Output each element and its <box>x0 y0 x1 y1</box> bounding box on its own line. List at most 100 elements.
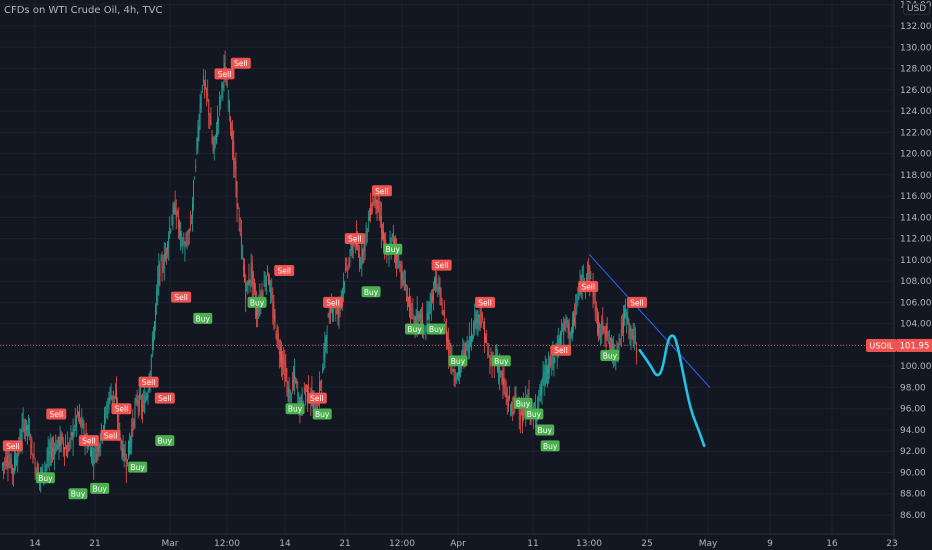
candle-body <box>105 411 107 413</box>
signal-label: Buy <box>71 490 86 499</box>
currency-label[interactable]: USD <box>903 3 931 15</box>
signal-label: Buy <box>250 298 265 307</box>
candle-body <box>175 208 177 220</box>
signal-box <box>171 291 192 303</box>
signal-label: Sell <box>375 187 389 196</box>
candle-body <box>74 419 76 421</box>
candle-body <box>369 213 370 221</box>
candle-body <box>113 396 115 397</box>
candle-body <box>257 309 259 316</box>
candle-body <box>284 361 286 381</box>
candle-body <box>201 85 203 90</box>
signal-label: Buy <box>451 357 466 366</box>
candle-body <box>221 83 223 88</box>
signal-label: Sell <box>104 431 118 440</box>
candle-body <box>407 296 408 298</box>
candle-body <box>404 279 406 290</box>
signal-box <box>491 355 511 367</box>
candle-body <box>24 428 26 431</box>
candle-body <box>528 392 530 395</box>
candle-body <box>96 447 98 450</box>
candle-body <box>360 261 362 266</box>
candle-body <box>252 270 254 289</box>
candle-body <box>374 198 376 203</box>
candle-body <box>434 278 435 285</box>
candle-body <box>543 372 545 387</box>
candle-body <box>561 332 562 335</box>
candle-body <box>440 290 442 299</box>
candle-body <box>271 292 273 299</box>
candle-body <box>485 335 486 343</box>
candle-body <box>237 204 239 209</box>
signal-label: Buy <box>93 484 108 493</box>
symbol-badge <box>866 338 897 352</box>
candle-body <box>93 460 95 465</box>
buy-signal: Buy <box>404 323 424 335</box>
candle-body <box>70 430 72 436</box>
candle-body <box>458 364 459 377</box>
candle-body <box>80 418 82 426</box>
candle-body <box>564 321 566 323</box>
candle-body <box>270 288 272 293</box>
candle-body <box>162 266 164 271</box>
candle-body <box>470 337 471 346</box>
buy-signal: Buy <box>535 424 555 436</box>
buy-signal: Buy <box>155 435 175 447</box>
candle-body <box>217 119 218 125</box>
candle-body <box>551 360 553 363</box>
candle-body <box>592 287 594 299</box>
candle-body <box>166 249 167 253</box>
candle-body <box>542 373 544 383</box>
candle-body <box>186 242 188 244</box>
candle-body <box>468 336 470 354</box>
price-badge <box>897 338 932 352</box>
price-tick-label: 86.00 <box>900 511 926 521</box>
candle-body <box>373 200 375 206</box>
candle-body <box>418 314 420 321</box>
sell-signal: Sell <box>306 392 327 404</box>
price-tick-label: 132.00 <box>900 22 932 32</box>
candle-body <box>231 132 232 140</box>
candle-body <box>239 228 241 233</box>
signal-label: Sell <box>478 298 492 307</box>
candle-body <box>371 209 373 213</box>
candle-body <box>411 307 413 309</box>
candle-body <box>361 244 363 262</box>
forecast-path[interactable] <box>638 334 706 448</box>
price-tick-label: 116.00 <box>900 192 932 202</box>
price-tick-label: 96.00 <box>900 405 926 415</box>
candle-body <box>633 335 635 339</box>
candle-body <box>598 318 599 335</box>
signal-box <box>214 68 235 80</box>
candle-body <box>509 394 510 400</box>
candle-body <box>45 465 47 467</box>
candle-body <box>578 291 580 299</box>
buy-signal: Buy <box>383 243 403 255</box>
candle-body <box>473 323 475 330</box>
candle-body <box>187 241 189 243</box>
candle-body <box>471 332 472 342</box>
signal-label: Buy <box>364 288 379 297</box>
candle-body <box>196 138 198 151</box>
trendline[interactable] <box>589 254 711 388</box>
candle-body <box>416 310 418 326</box>
candle-body <box>619 338 621 340</box>
sell-signal: Sell <box>274 265 295 276</box>
candle-body <box>506 395 508 403</box>
time-axis[interactable]: 14 21 Mar 12:00 14 21 12:00 Apr 11 13:00 25 May 9 16 2… <box>29 539 897 549</box>
candle-body <box>344 282 345 288</box>
candle-body <box>168 237 170 248</box>
candle-body <box>590 278 592 279</box>
candle-body <box>363 245 365 251</box>
price-axis[interactable]: 86.00 88.00 90.00 92.00 94.00 96.00 98.00 100.0… <box>900 1 932 521</box>
candle-body <box>82 423 84 428</box>
candle-body <box>606 325 608 340</box>
candle-body <box>607 333 609 334</box>
candle-body <box>153 340 154 343</box>
candle-body <box>610 344 611 349</box>
signal-label: Buy <box>429 325 444 334</box>
candle-body <box>412 308 414 313</box>
candle-body <box>489 355 491 370</box>
signal-box <box>513 397 533 409</box>
